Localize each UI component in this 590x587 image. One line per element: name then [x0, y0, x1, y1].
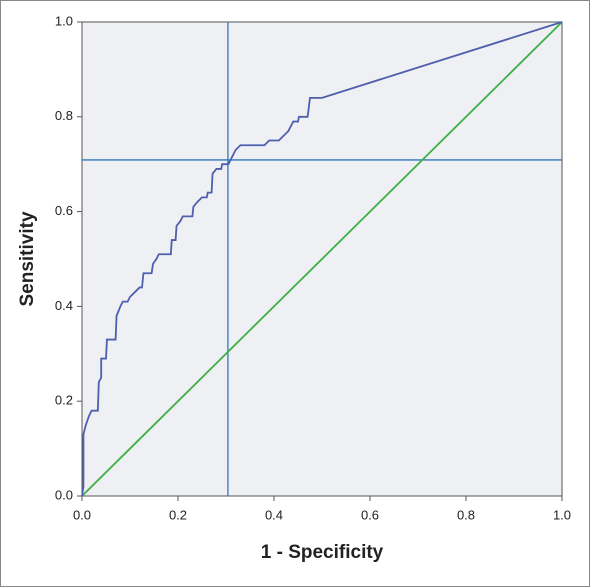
series-line	[81, 21, 563, 497]
x-axis-title: 1 - Specificity	[261, 542, 384, 563]
y-tick-label: 0.2	[55, 393, 73, 408]
y-tick-label: 1.0	[55, 13, 73, 28]
x-tick-label: 0.6	[361, 507, 379, 522]
y-tick-label: 0.6	[55, 203, 73, 218]
y-tick-label: 0.0	[55, 487, 73, 502]
x-tick-label: 0.8	[457, 507, 475, 522]
x-tick-label: 0.0	[73, 507, 91, 522]
x-tick-label: 1.0	[553, 507, 571, 522]
y-axis-title: Sensitivity	[17, 211, 38, 306]
series-line	[81, 21, 563, 497]
x-tick-label: 0.2	[169, 507, 187, 522]
y-tick-label: 0.4	[55, 298, 73, 313]
y-tick-label: 0.8	[55, 108, 73, 123]
x-tick-label: 0.4	[265, 507, 283, 522]
